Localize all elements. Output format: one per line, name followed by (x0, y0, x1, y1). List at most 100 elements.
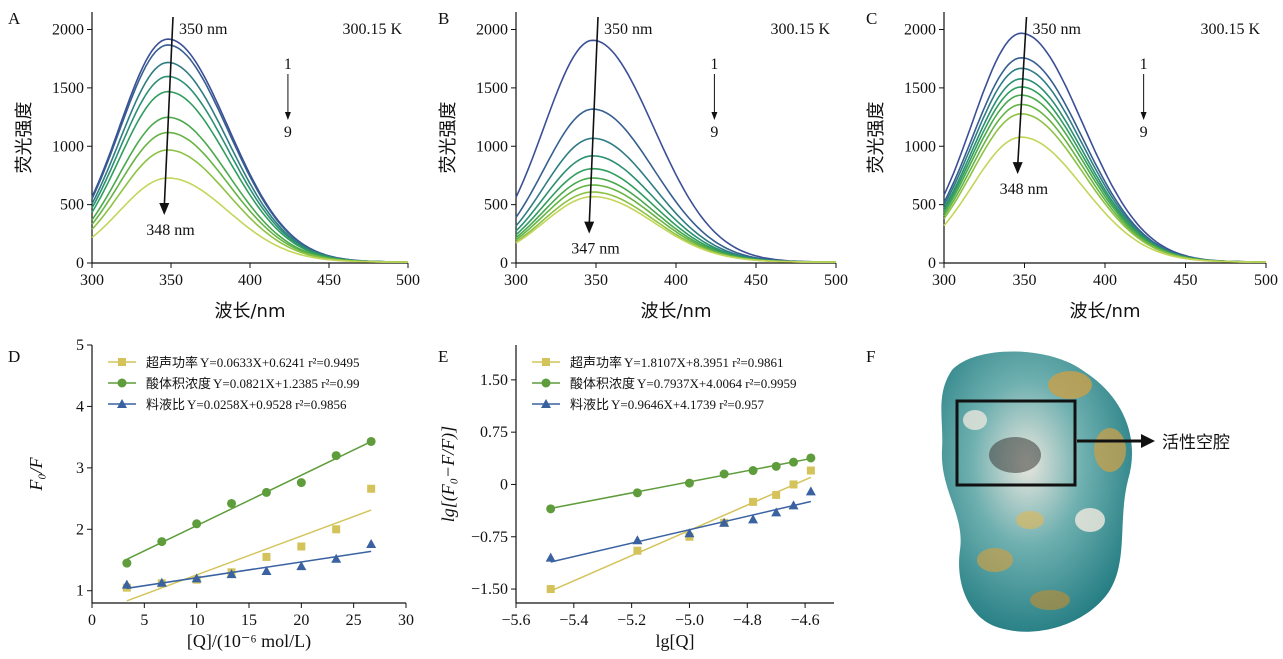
legend-equation: Y=0.0821X+1.2385 r²=0.99 (213, 376, 360, 391)
y-tick-label: 5 (76, 337, 84, 354)
spectrum-line-3 (943, 67, 1266, 263)
temperature-label: 300.15 K (770, 21, 830, 38)
panel-label-c: C (866, 9, 877, 28)
data-point-triangle (191, 573, 202, 583)
data-point-square (806, 466, 815, 475)
y-tick-label: 2000 (52, 22, 84, 39)
x-tick-label: 300 (80, 272, 104, 289)
y-tick-label: 1500 (52, 80, 84, 97)
data-point-triangle (545, 552, 556, 562)
panel-label-e: E (438, 347, 448, 366)
top-wavelength-label: 350 nm (604, 21, 653, 38)
data-point-circle (122, 558, 132, 568)
data-point-circle (117, 378, 127, 388)
x-axis-label: 波长/nm (640, 301, 711, 322)
y-tick-label: 1500 (904, 80, 936, 97)
legend-equation: Y=0.9646X+4.1739 r²=0.957 (611, 397, 764, 412)
series-start-label: 1 (284, 56, 292, 73)
panel-label-d: D (8, 347, 20, 366)
data-point-triangle (541, 399, 551, 408)
y-tick-label: 0 (500, 255, 508, 272)
x-tick-label: 25 (346, 612, 362, 629)
x-tick-label: 450 (744, 272, 768, 289)
y-axis-label: 荧光强度 (438, 102, 459, 174)
spectrum-line-7 (515, 184, 836, 263)
x-tick-label: 5 (140, 612, 148, 629)
series-start-label: 1 (710, 56, 718, 73)
x-tick-label: 450 (317, 272, 341, 289)
x-axis-label: [Q]/(10⁻⁶ mol/L) (187, 631, 311, 652)
x-tick-label: 400 (1093, 272, 1117, 289)
panel-e: E −5.6 −5.4 −5.2 −5.0 −4.8 −4.6 −1.50 −0.75 0 0.7… (438, 345, 834, 651)
y-tick-label: −0.75 (471, 529, 508, 546)
data-point-square (332, 525, 341, 534)
data-point-triangle (226, 569, 237, 579)
series-order-arrow-head (1140, 112, 1147, 120)
chart-c: 300 350 400 450 500 0 500 1000 1500 2000 350 nm 348… (866, 12, 1278, 322)
series-end-label: 9 (284, 124, 292, 141)
spectrum-line-5 (943, 86, 1266, 263)
data-point-circle (261, 487, 271, 497)
spectrum-line-6 (943, 94, 1266, 263)
legend-series-name: 料液比 (570, 398, 609, 413)
legend-equation: Y=0.0633X+0.6241 r²=0.9495 (200, 355, 360, 370)
data-point-square (297, 542, 306, 551)
data-point-circle (632, 488, 642, 498)
data-point-circle (541, 378, 551, 388)
spectrum-line-2 (515, 108, 836, 263)
x-tick-label: 15 (241, 612, 257, 629)
fit-line-3 (550, 500, 812, 563)
y-tick-label: 0.75 (480, 424, 508, 441)
y-tick-label: 4 (76, 398, 84, 415)
x-tick-label: −5.6 (501, 612, 530, 629)
series-start-label: 1 (1140, 56, 1148, 73)
spectrum-line-8 (943, 112, 1266, 263)
fit-line-2 (550, 457, 812, 510)
spectrum-line-4 (515, 154, 836, 263)
series-order-arrow-head (711, 112, 718, 120)
fit-line-2 (126, 440, 372, 560)
data-point-circle (806, 453, 816, 463)
legend-equation: Y=0.0258X+0.9528 r²=0.9856 (187, 397, 347, 412)
top-wavelength-label: 350 nm (179, 21, 228, 38)
data-point-square (367, 484, 376, 493)
panel-label-f: F (866, 347, 875, 366)
bottom-wavelength-label: 347 nm (571, 241, 620, 258)
legend-series-name: 酸体积浓度 (146, 376, 211, 392)
data-point-triangle (748, 514, 759, 524)
data-point-circle (719, 469, 729, 479)
panel-label-a: A (8, 9, 21, 28)
chart-a: 300 350 400 450 500 0 500 1000 1500 2000 350 nm 348… (14, 12, 420, 322)
y-tick-label: 2000 (904, 22, 936, 39)
spectrum-line-5 (515, 167, 836, 263)
chart-b: 300 350 400 450 500 0 500 1000 1500 2000 350 nm 347… (438, 12, 848, 322)
x-axis-label: 波长/nm (1069, 301, 1140, 322)
active-cavity-label: 活性空腔 (1162, 433, 1230, 453)
x-tick-label: 400 (238, 272, 262, 289)
x-tick-label: 500 (1254, 272, 1278, 289)
x-tick-label: −5.0 (675, 612, 704, 629)
spectrum-line-7 (91, 131, 408, 263)
data-point-triangle (366, 539, 377, 549)
fit-line-1 (126, 509, 372, 602)
data-point-triangle (771, 507, 782, 517)
y-tick-label: 0 (928, 255, 936, 272)
x-tick-label: 300 (504, 272, 528, 289)
data-point-triangle (156, 577, 167, 587)
chart-e: −5.6 −5.4 −5.2 −5.0 −4.8 −4.6 −1.50 −0.75 0 0.75 1… (438, 345, 834, 651)
series-end-label: 9 (1140, 124, 1148, 141)
x-axis-label: 波长/nm (214, 301, 285, 322)
data-point-circle (227, 498, 237, 508)
x-tick-label: 500 (824, 272, 848, 289)
legend-series-name: 料液比 (146, 398, 185, 413)
data-point-circle (296, 478, 306, 488)
y-tick-label: 3 (76, 460, 84, 477)
panel-d: D 0 5 10 15 20 25 30 1 2 3 4 5 超声功率 Y=0.0633X+0.6241 … (8, 337, 414, 652)
data-point-square (633, 546, 642, 555)
data-point-circle (192, 519, 202, 529)
y-tick-label: 1000 (476, 138, 508, 155)
data-point-square (262, 552, 271, 561)
legend-equation: Y=0.7937X+4.0064 r²=0.9959 (637, 376, 797, 391)
data-point-circle (157, 537, 167, 547)
